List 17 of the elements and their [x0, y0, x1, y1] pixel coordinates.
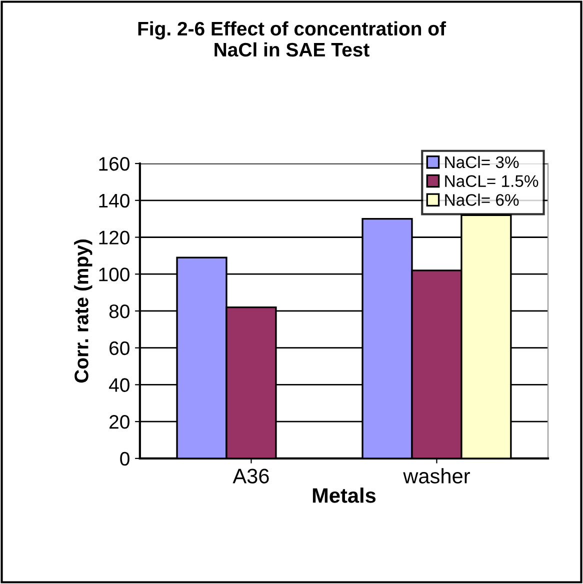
y-tick-label: 40: [109, 378, 130, 392]
x-tick-label: washer: [403, 468, 470, 484]
x-axis-title: Metals: [312, 488, 376, 503]
chart-title: Fig. 2-6 Effect of concentration of NaCl in SAE Test: [138, 21, 446, 57]
y-tick-label: 0: [120, 452, 130, 466]
y-axis-title: Corr. rate (mpy): [74, 240, 92, 383]
legend-label: NaCl= 3%: [445, 156, 519, 168]
x-tick-label: A36: [232, 468, 269, 484]
y-tick-label: 140: [99, 194, 130, 208]
y-tick-label: 20: [110, 415, 130, 429]
y-tick-label: 60: [110, 341, 130, 356]
y-tick-label: 120: [99, 230, 130, 244]
legend-label: NaCl= 6%: [445, 194, 519, 206]
y-tick-label: 160: [99, 156, 130, 171]
legend-label: NaCL= 1.5%: [445, 175, 538, 188]
y-tick-label: 80: [109, 304, 130, 318]
y-tick-label: 100: [99, 268, 130, 282]
